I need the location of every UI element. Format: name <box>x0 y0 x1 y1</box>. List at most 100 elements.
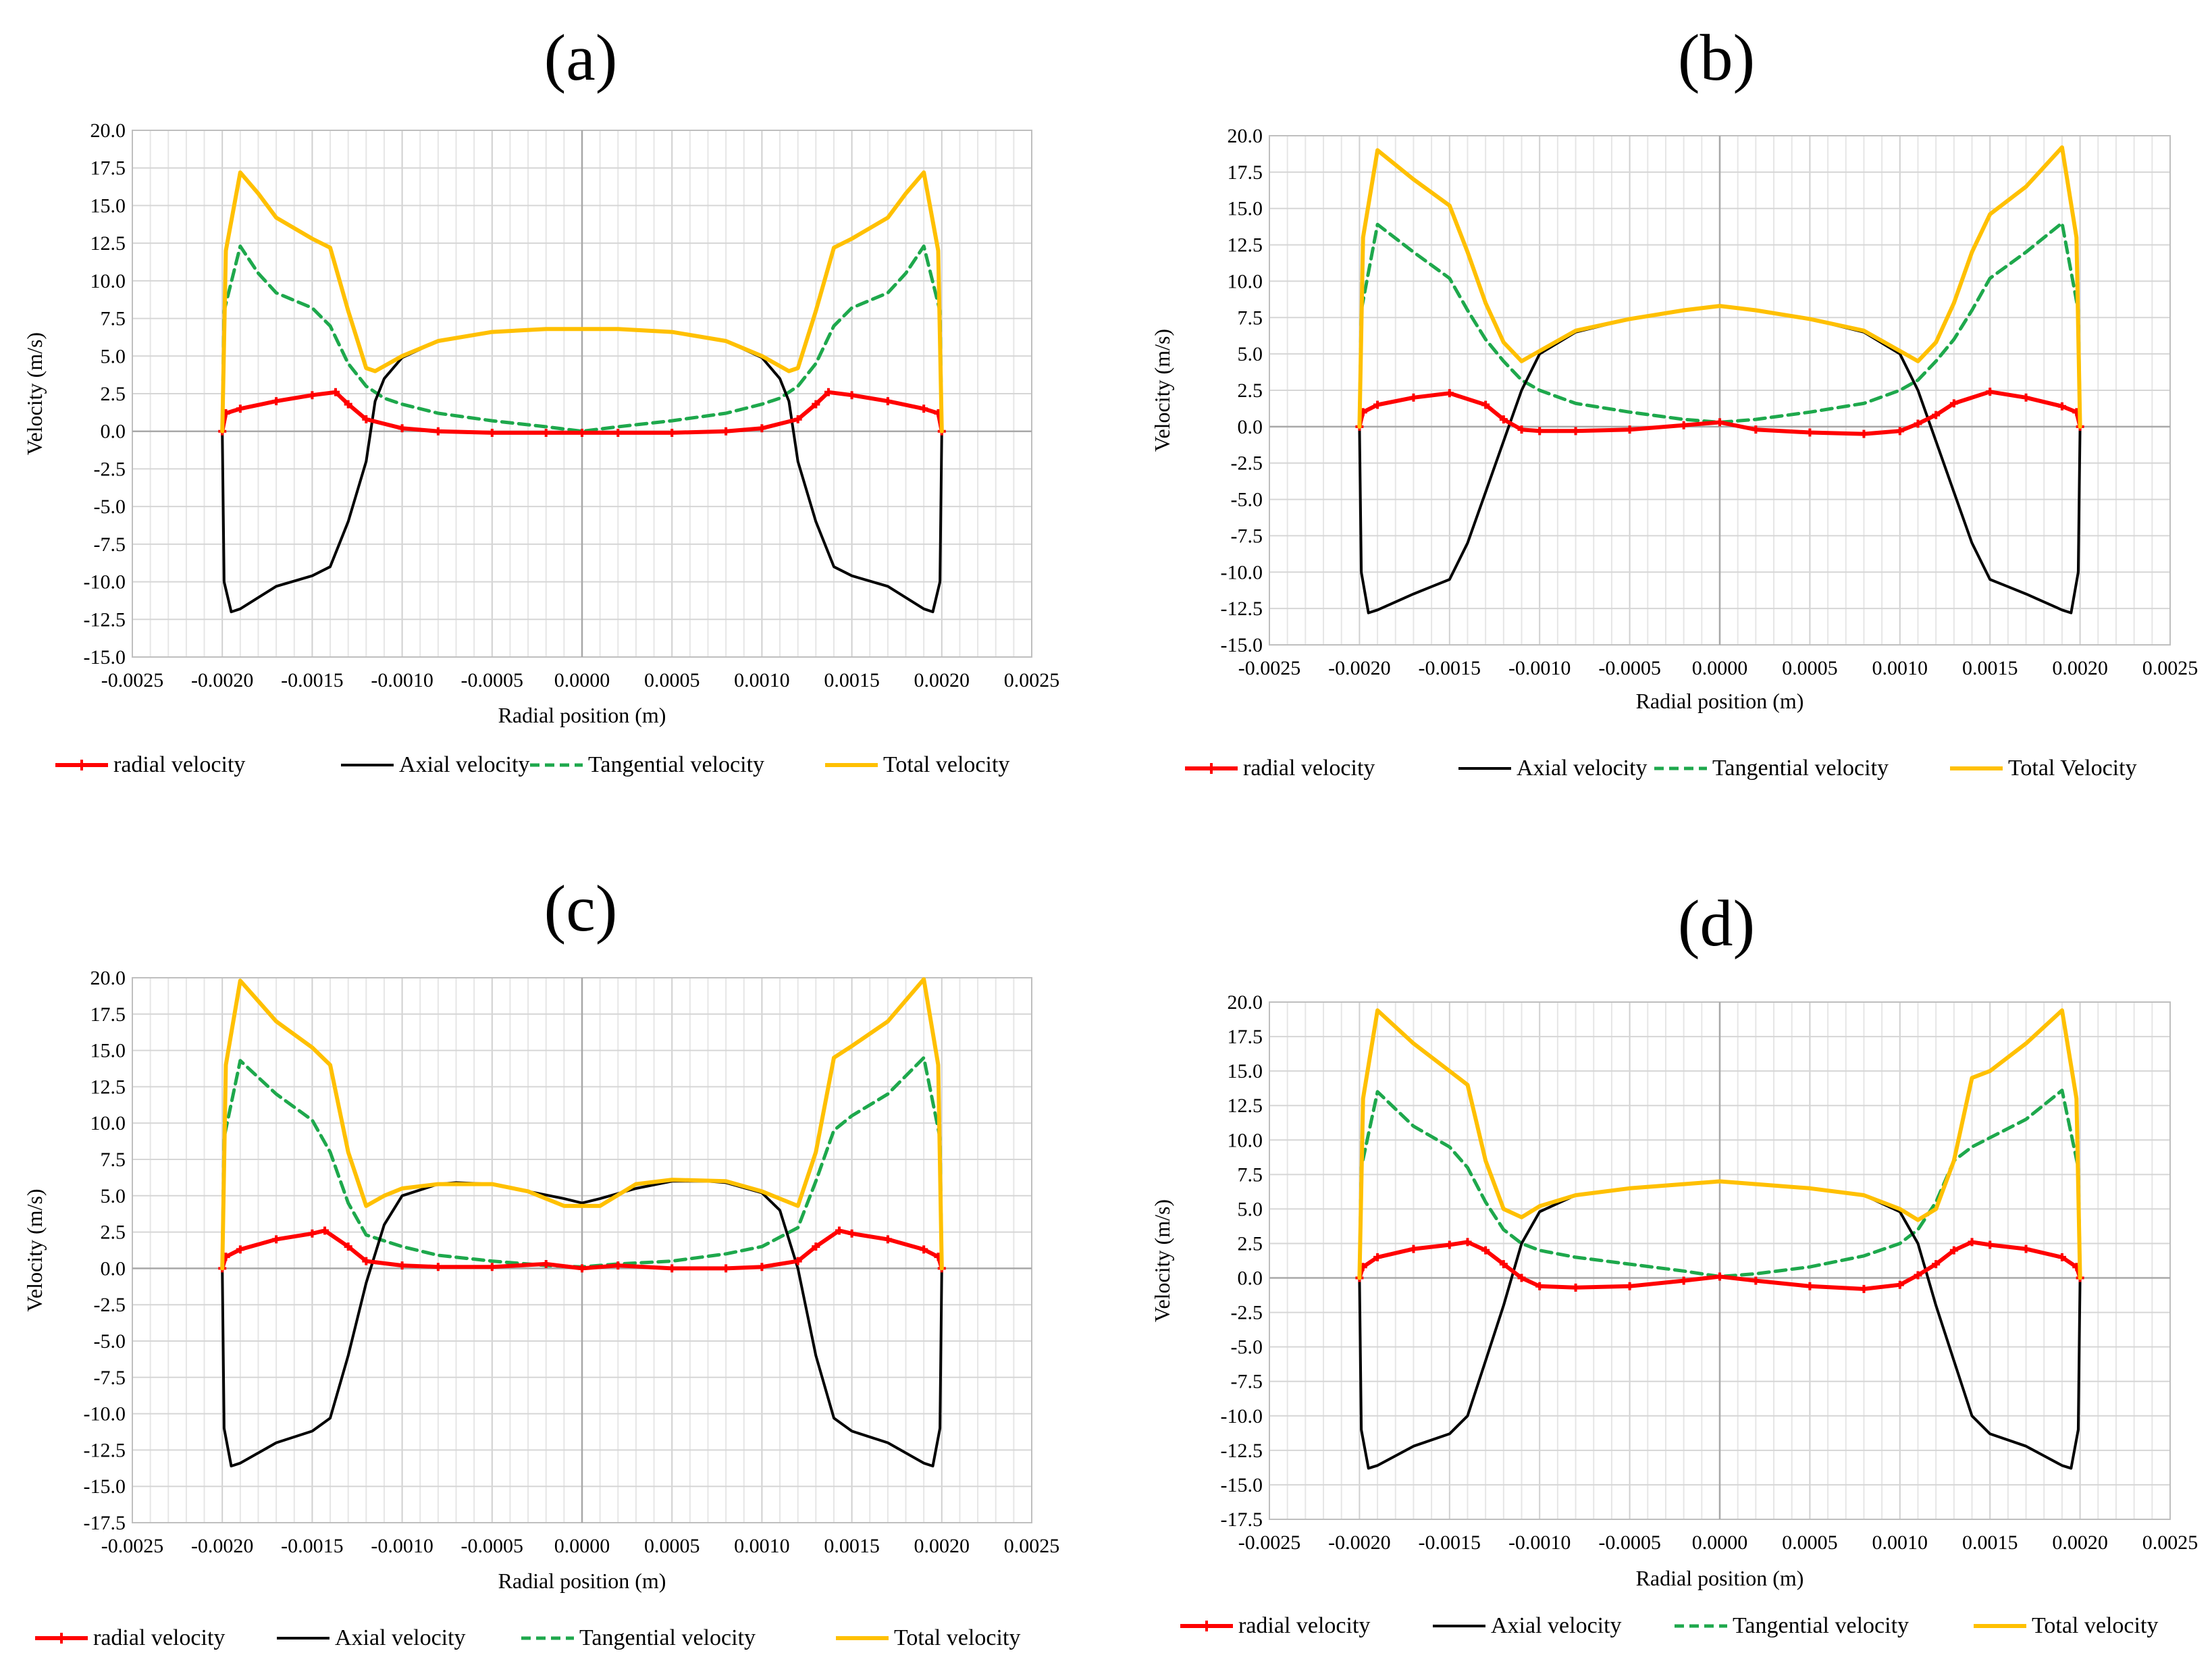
y-tick-label: 0.0 <box>101 1257 126 1280</box>
y-tick-label: 7.5 <box>1238 1163 1263 1186</box>
x-tick-label: -0.0010 <box>1508 1531 1571 1554</box>
y-tick-label: -15.0 <box>1221 1474 1263 1496</box>
data-point-marker <box>1895 427 1904 436</box>
y-tick-label: 17.5 <box>1228 161 1263 184</box>
data-point-marker <box>722 427 731 436</box>
data-point-marker <box>332 388 340 396</box>
x-tick-label: 0.0010 <box>734 1535 790 1557</box>
y-tick-label: 2.5 <box>1238 1232 1263 1255</box>
data-point-marker <box>883 397 892 406</box>
legend-label: Axial velocity <box>1517 756 1648 781</box>
y-tick-label: 5.0 <box>101 345 126 367</box>
x-tick-label: 0.0015 <box>1962 1531 2018 1554</box>
data-point-marker <box>1949 1246 1958 1255</box>
series-line-axial-velocity <box>221 1180 943 1468</box>
data-point-marker <box>433 1263 442 1271</box>
y-tick-label: 20.0 <box>1228 125 1263 147</box>
series-line-tangential-velocity <box>1357 1089 2082 1280</box>
x-tick-label: 0.0000 <box>554 669 610 691</box>
x-tick-label: -0.0025 <box>1238 657 1301 679</box>
legend-label: Tangential velocity <box>588 752 764 777</box>
series-line-total-velocity <box>220 170 944 434</box>
y-tick-label: 20.0 <box>1228 991 1263 1014</box>
data-point-marker <box>758 424 766 433</box>
data-point-marker <box>668 1264 677 1273</box>
legend-marker <box>1201 1621 1212 1631</box>
y-tick-label: -12.5 <box>1221 598 1263 620</box>
y-tick-label: 15.0 <box>1228 1060 1263 1082</box>
data-point-marker <box>793 415 802 423</box>
x-tick-label: -0.0015 <box>1419 657 1481 679</box>
data-point-marker <box>1625 425 1634 434</box>
legend: radial velocity Axial velocity Tangential … <box>1180 1613 2158 1638</box>
y-tick-label: -2.5 <box>94 1294 126 1316</box>
legend-label: radial velocity <box>1243 756 1375 781</box>
y-tick-label: -2.5 <box>1231 452 1263 475</box>
x-tick-label: 0.0025 <box>2142 1531 2198 1554</box>
panel-label: (a) <box>544 22 618 95</box>
x-tick-label: -0.0020 <box>1328 657 1391 679</box>
y-tick-label: 0.0 <box>101 421 126 443</box>
data-point-marker <box>308 1229 317 1238</box>
x-tick-label: 0.0025 <box>2142 657 2198 679</box>
y-tick-label: 12.5 <box>90 232 126 255</box>
legend: radial velocity Axial velocity Tangential … <box>55 752 1009 777</box>
data-point-marker <box>824 388 833 396</box>
x-tick-label: -0.0020 <box>1328 1531 1391 1554</box>
x-tick-label: -0.0010 <box>371 1535 433 1557</box>
y-tick-label: 10.0 <box>90 1112 126 1134</box>
data-point-marker <box>308 391 317 400</box>
y-tick-label: 10.0 <box>1228 1129 1263 1151</box>
y-tick-label: -15.0 <box>84 1475 126 1498</box>
data-point-marker <box>1716 1272 1724 1281</box>
data-point-marker <box>793 1257 802 1265</box>
data-point-marker <box>578 1264 586 1273</box>
legend-label: Total velocity <box>894 1625 1020 1650</box>
legend-label: radial velocity <box>113 752 245 777</box>
data-point-marker <box>433 427 442 436</box>
legend-marker <box>56 1633 67 1644</box>
y-tick-label: -10.0 <box>1221 1405 1263 1427</box>
x-tick-label: 0.0020 <box>914 1535 970 1557</box>
legend-label: Tangential velocity <box>1733 1613 1909 1638</box>
data-point-marker <box>1373 400 1382 409</box>
y-tick-label: 5.0 <box>101 1185 126 1207</box>
data-point-marker <box>1535 427 1544 436</box>
legend-label: Axial velocity <box>335 1625 466 1650</box>
legend-label: radial velocity <box>1238 1613 1370 1638</box>
y-tick-label: 12.5 <box>1228 1095 1263 1117</box>
legend-label: Axial velocity <box>399 752 530 777</box>
y-tick-label: 10.0 <box>90 270 126 292</box>
data-point-marker <box>812 400 820 409</box>
y-tick-label: 2.5 <box>101 383 126 405</box>
data-point-marker <box>1499 415 1508 424</box>
y-tick-label: -12.5 <box>1221 1440 1263 1462</box>
data-point-marker <box>272 1235 281 1244</box>
y-tick-label: 20.0 <box>90 120 126 142</box>
data-point-marker <box>1914 419 1922 428</box>
legend: radial velocity Axial velocity Tangential … <box>35 1625 1020 1650</box>
data-point-marker <box>1481 1246 1490 1255</box>
data-point-marker <box>488 1263 496 1271</box>
y-axis-title: Velocity (m/s) <box>1150 329 1174 452</box>
data-point-marker <box>398 1261 406 1270</box>
data-point-marker <box>1932 411 1941 419</box>
data-point-marker <box>1679 421 1688 429</box>
data-point-marker <box>1860 429 1868 438</box>
y-tick-label: -7.5 <box>1231 1371 1263 1393</box>
y-tick-label: -12.5 <box>84 608 126 631</box>
data-point-marker <box>1806 1282 1814 1290</box>
x-tick-label: 0.0010 <box>1872 1531 1928 1554</box>
y-tick-label: -10.0 <box>84 571 126 594</box>
data-point-marker <box>1949 399 1958 408</box>
x-tick-label: 0.0005 <box>644 669 700 691</box>
data-point-marker <box>1932 1260 1941 1269</box>
chart-panel-b: (b) 20.0 17.5 15.0 12.5 10.0 7.5 5.0 2.5 0.0 -2.5 -… <box>1150 22 2198 781</box>
x-tick-label: 0.0010 <box>1872 657 1928 679</box>
chart-panel-a: (a) 20.0 17.5 15.0 12.5 10.0 7.5 5.0 2.5 0.0 -2.5 -… <box>22 22 1059 777</box>
y-tick-label: 20.0 <box>90 967 126 989</box>
x-tick-label: -0.0025 <box>1238 1531 1301 1554</box>
data-point-marker <box>362 1257 371 1265</box>
data-point-marker <box>1517 1274 1526 1282</box>
